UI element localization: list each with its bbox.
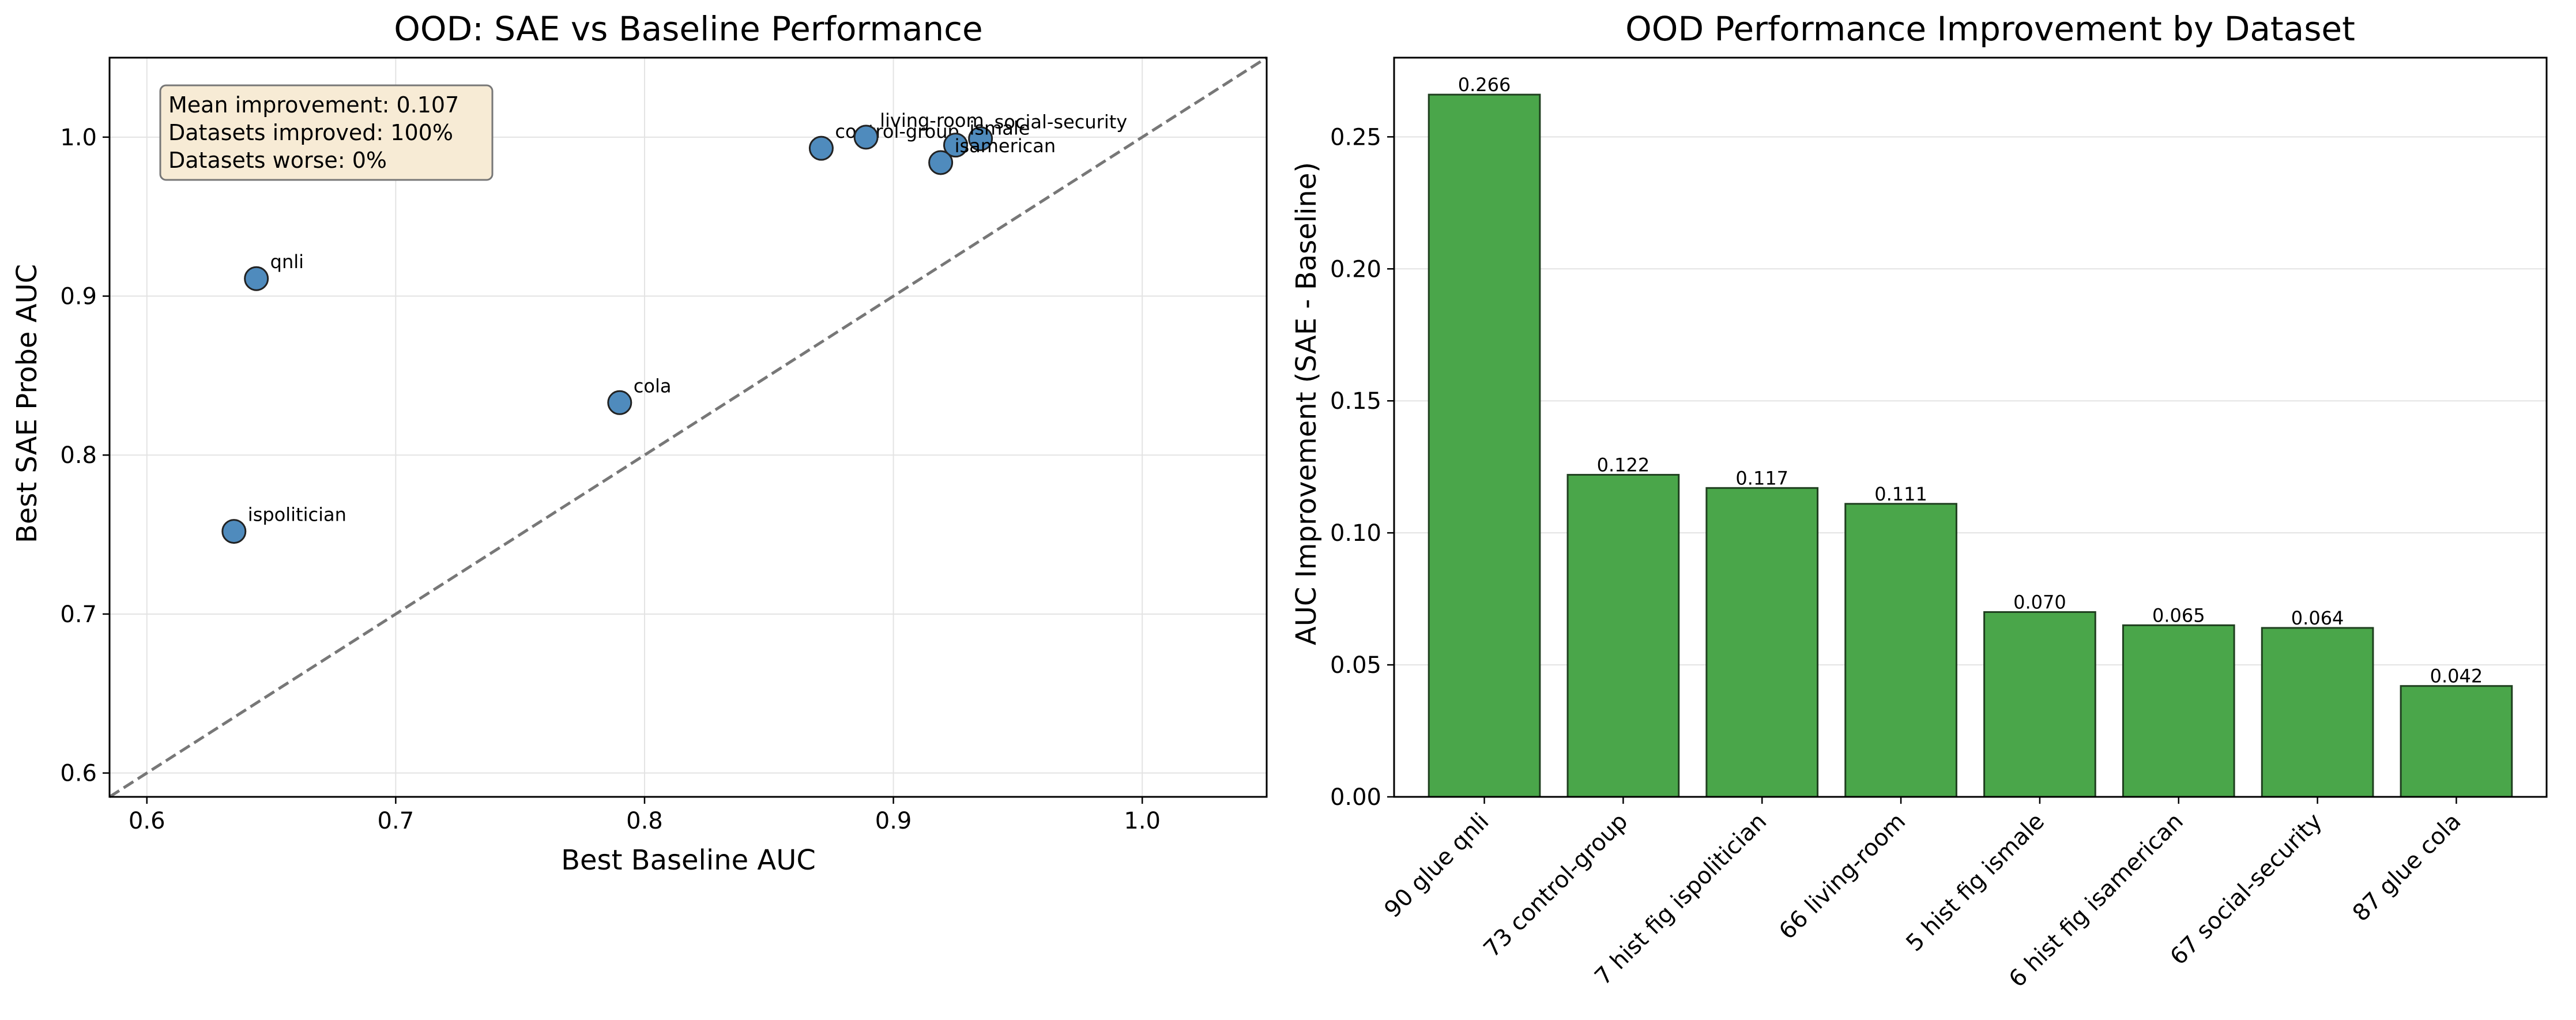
bar-y-axis-label: AUC Improvement (SAE - Baseline) — [1290, 162, 1323, 645]
bar-value-label: 0.266 — [1458, 74, 1511, 96]
bar-category-label: 67 social-security — [2165, 808, 2327, 970]
bar-y-tick-label: 0.25 — [1330, 124, 1381, 150]
scatter-title: OOD: SAE vs Baseline Performance — [394, 9, 982, 48]
bar-5-hist-fig-ismale — [1983, 611, 2096, 798]
scatter-point-cola — [607, 390, 632, 415]
scatter-point-label: ispolitician — [248, 504, 347, 526]
bar-axes-frame — [1393, 57, 2548, 798]
scatter-point-label: cola — [634, 375, 672, 397]
scatter-x-tick-label: 0.7 — [378, 808, 415, 834]
stats-box-background — [159, 84, 494, 181]
scatter-point-ismale — [943, 133, 968, 158]
bar-6-hist-fig-isamerican — [2122, 624, 2235, 798]
bar-value-label: 0.122 — [1597, 454, 1650, 476]
scatter-y-tick-label: 0.6 — [60, 761, 97, 787]
bar-y-tick-label: 0.00 — [1330, 784, 1381, 811]
bar-y-tick-label: 0.20 — [1330, 256, 1381, 283]
scatter-point-social-security — [968, 126, 993, 152]
scatter-point-living-room — [853, 125, 879, 150]
bar-value-label: 0.065 — [2152, 604, 2205, 626]
scatter-x-tick-label: 0.8 — [626, 808, 663, 834]
scatter-point-label: social-security — [995, 111, 1128, 133]
bar-plot-area: 0.00 0.05 0.10 0.15 0.20 0.25 0.266 90 glue qnl… — [1330, 57, 2548, 993]
scatter-y-tick-label: 0.7 — [60, 601, 97, 628]
bar-category-label: 90 glue qnli — [1379, 808, 1494, 923]
scatter-x-tick-label: 0.6 — [129, 808, 165, 834]
scatter-point-control-group — [808, 136, 834, 161]
bar-value-label: 0.111 — [1874, 483, 1927, 505]
bar-7-hist-fig-ispolitician — [1705, 487, 1819, 798]
scatter-point-label: qnli — [270, 251, 304, 273]
bar-67-social-security — [2261, 627, 2374, 798]
bar-y-tick-label: 0.15 — [1330, 388, 1381, 415]
scatter-y-axis-label: Best SAE Probe AUC — [11, 264, 43, 543]
stats-datasets-improved: Datasets improved: 100% — [168, 120, 453, 145]
bar-87-glue-cola — [2400, 685, 2513, 798]
scatter-point-label: isamerican — [955, 135, 1056, 157]
bar-value-label: 0.042 — [2430, 665, 2483, 687]
bar-y-tick-label: 0.10 — [1330, 520, 1381, 547]
scatter-y-tick-label: 0.8 — [60, 442, 97, 469]
stats-box: Mean improvement: 0.107 Datasets improve… — [159, 84, 494, 181]
bar-66-living-room — [1844, 503, 1957, 798]
scatter-x-axis-label: Best Baseline AUC — [561, 844, 816, 876]
bar-90-glue-qnli — [1428, 93, 1541, 798]
bar-panel: OOD Performance Improvement by Dataset A… — [1290, 9, 2548, 993]
scatter-x-tick-label: 1.0 — [1124, 808, 1161, 834]
scatter-point-ispolitician — [221, 519, 247, 544]
scatter-y-tick-label: 0.9 — [60, 284, 97, 310]
bar-category-label: 87 glue cola — [2348, 808, 2466, 927]
diagonal-reference-line — [108, 56, 1268, 799]
scatter-point-label: ismale — [969, 118, 1030, 140]
scatter-point-isamerican — [928, 150, 954, 175]
bar-value-label: 0.070 — [2013, 592, 2066, 613]
scatter-point-qnli — [244, 266, 269, 291]
scatter-y-tick-label: 1.0 — [60, 125, 97, 151]
bar-chart-title: OOD Performance Improvement by Dataset — [1625, 9, 2355, 48]
bar-y-tick-label: 0.05 — [1330, 652, 1381, 679]
scatter-plot-area: 0.6 0.7 0.8 0.9 1.0 0.6 0.7 0.8 0.9 1.0 qnli cola is… — [60, 56, 1268, 834]
bar-category-label: 66 living-room — [1774, 808, 1911, 945]
scatter-point-label: living-room — [880, 110, 984, 131]
bar-73-control-group — [1566, 473, 1680, 798]
stats-datasets-worse: Datasets worse: 0% — [168, 148, 387, 173]
bar-category-label: 73 control-group — [1479, 808, 1633, 963]
scatter-panel: OOD: SAE vs Baseline Performance Best Ba… — [11, 9, 1268, 876]
scatter-x-tick-label: 0.9 — [875, 808, 912, 834]
bar-value-label: 0.064 — [2291, 607, 2344, 629]
bar-value-label: 0.117 — [1735, 467, 1788, 489]
bar-category-label: 5 hist fig ismale — [1901, 808, 2050, 957]
stats-mean-improvement: Mean improvement: 0.107 — [168, 92, 459, 118]
scatter-axes-frame — [108, 57, 1268, 798]
